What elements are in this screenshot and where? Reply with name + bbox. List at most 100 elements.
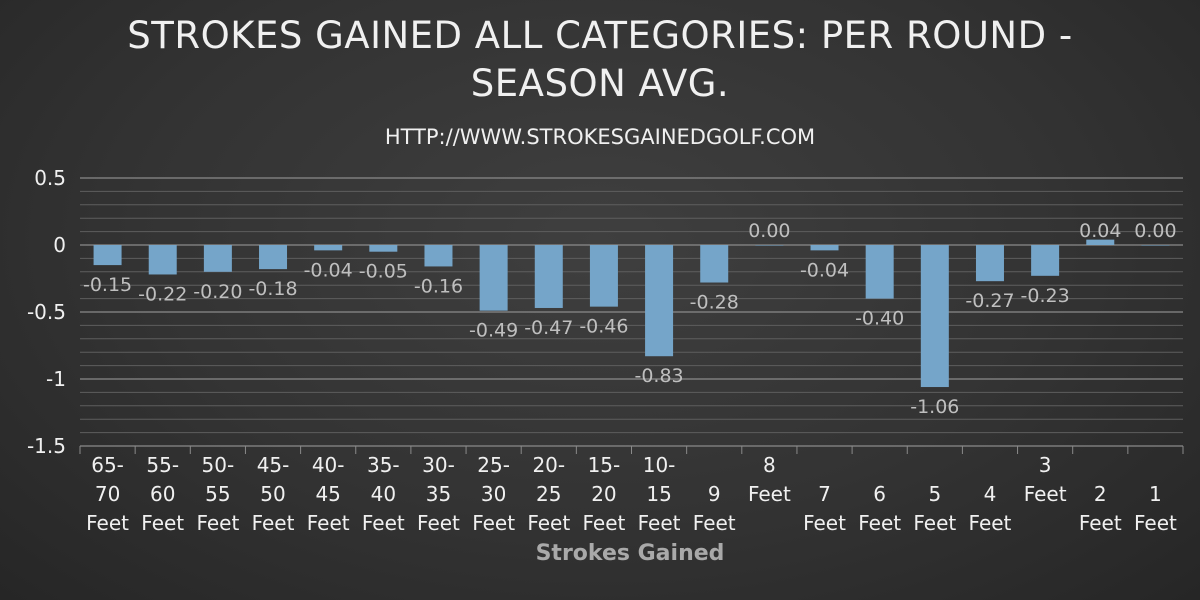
x-tick-label: 25 [536, 482, 561, 506]
x-axis-title: Strokes Gained [535, 541, 725, 566]
x-tick-label: 7 [818, 482, 831, 506]
bar [314, 245, 343, 251]
x-tick-label: 60 [150, 482, 175, 506]
bar [1031, 245, 1060, 276]
bar [424, 245, 453, 267]
x-tick-label: 55- [146, 453, 179, 477]
x-tick-label: Feet [693, 511, 736, 535]
bar [589, 245, 618, 307]
data-label: -1.06 [910, 396, 959, 418]
bar [93, 245, 122, 266]
x-tick-label: Feet [141, 511, 184, 535]
bar [1141, 245, 1170, 246]
data-label: -0.18 [248, 278, 297, 300]
chart-subtitle: HTTP://WWW.STROKESGAINEDGOLF.COM [384, 125, 816, 149]
x-tick-label: Feet [196, 511, 239, 535]
x-tick-label: 35- [367, 453, 400, 477]
data-label: -0.46 [579, 316, 628, 338]
x-tick-label: 40- [312, 453, 345, 477]
bar [259, 245, 288, 270]
data-label: -0.40 [855, 308, 904, 330]
x-tick-label: 1 [1149, 482, 1162, 506]
data-label: -0.83 [634, 365, 683, 387]
x-tick-label: 70 [95, 482, 120, 506]
bar [700, 245, 729, 283]
bar [645, 245, 674, 357]
x-tick-label: Feet [252, 511, 295, 535]
data-label: -0.15 [83, 274, 132, 296]
x-tick-label: 9 [708, 482, 721, 506]
x-tick-label: Feet [1079, 511, 1122, 535]
x-tick-label: 10- [643, 453, 676, 477]
x-tick-label: Feet [527, 511, 570, 535]
bar [1086, 239, 1115, 245]
x-tick-label: Feet [969, 511, 1012, 535]
x-tick-label: Feet [803, 511, 846, 535]
bar [755, 245, 784, 246]
x-tick-label: 25- [477, 453, 510, 477]
x-tick-label: 8 [763, 453, 776, 477]
x-tick-label: 2 [1094, 482, 1107, 506]
x-tick-label: Feet [1134, 511, 1177, 535]
bar [920, 245, 949, 388]
x-tick-label: 50- [202, 453, 235, 477]
x-tick-label: Feet [86, 511, 129, 535]
x-tick-label: Feet [638, 511, 681, 535]
x-tick-label: 6 [873, 482, 886, 506]
x-tick-label: Feet [582, 511, 625, 535]
x-tick-label: 45 [315, 482, 340, 506]
data-label: -0.27 [965, 290, 1014, 312]
x-tick-label: 45- [257, 453, 290, 477]
data-label: -0.47 [524, 317, 573, 339]
chart-title-line-1: STROKES GAINED ALL CATEGORIES: PER ROUND… [127, 14, 1073, 57]
y-tick-label: -1.5 [27, 434, 66, 458]
y-tick-label: 0.5 [34, 166, 66, 190]
data-label: -0.05 [359, 261, 408, 283]
x-tick-label: 15 [646, 482, 671, 506]
bar [865, 245, 894, 299]
x-tick-label: 40 [371, 482, 396, 506]
data-label: -0.16 [414, 275, 463, 297]
x-tick-label: Feet [913, 511, 956, 535]
x-tick-label: 20- [532, 453, 565, 477]
bar [810, 245, 839, 251]
x-tick-label: 20 [591, 482, 616, 506]
bar [148, 245, 177, 275]
x-tick-label: Feet [362, 511, 405, 535]
y-tick-label: -1 [46, 367, 66, 391]
x-tick-label: Feet [748, 482, 791, 506]
data-label: 0.04 [1079, 220, 1121, 242]
data-label: -0.28 [690, 292, 739, 314]
data-label: 0.00 [748, 220, 790, 242]
bar [534, 245, 563, 308]
bar [479, 245, 508, 311]
data-label: -0.23 [1021, 285, 1070, 307]
y-tick-label: 0 [53, 233, 66, 257]
bar [369, 245, 398, 252]
x-tick-label: 30 [481, 482, 506, 506]
x-tick-label: 3 [1039, 453, 1052, 477]
x-tick-label: Feet [417, 511, 460, 535]
x-tick-label: 65- [91, 453, 124, 477]
x-tick-label: 55 [205, 482, 230, 506]
x-tick-label: 15- [588, 453, 621, 477]
data-label: -0.04 [800, 259, 849, 281]
x-tick-label: Feet [858, 511, 901, 535]
x-tick-label: 5 [928, 482, 941, 506]
data-label: -0.20 [193, 281, 242, 303]
chart-title-line-2: SEASON AVG. [470, 62, 730, 105]
x-tick-label: Feet [472, 511, 515, 535]
bar [203, 245, 232, 272]
x-tick-label: 30- [422, 453, 455, 477]
x-tick-label: 4 [984, 482, 997, 506]
data-label: -0.04 [304, 259, 353, 281]
chart-title: STROKES GAINED ALL CATEGORIES: PER ROUND… [0, 12, 1200, 108]
y-tick-label: -0.5 [27, 300, 66, 324]
x-tick-label: Feet [1024, 482, 1067, 506]
x-tick-label: 50 [260, 482, 285, 506]
x-tick-label: Feet [307, 511, 350, 535]
data-label: -0.22 [138, 283, 187, 305]
data-label: 0.00 [1134, 220, 1176, 242]
